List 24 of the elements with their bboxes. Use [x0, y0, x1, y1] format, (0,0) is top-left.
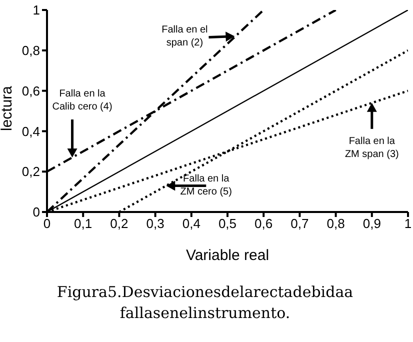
- x-tick-label: 0,5: [218, 216, 237, 232]
- annotation: Falla en la ZM span (3): [344, 136, 399, 160]
- x-tick-label: 0,4: [182, 216, 200, 232]
- annotation: Falla en el span (2): [162, 24, 208, 48]
- text: Figura5.Desviacionesdelarectadebidaa fallasenelinstrumento.: [56, 282, 354, 324]
- y-tick-label: 0,8: [22, 43, 40, 58]
- x-tick-label: 0: [43, 216, 51, 232]
- x-tick-label: 0,7: [290, 216, 309, 232]
- y-tick-label: 0,4: [22, 124, 40, 139]
- x-tick-label: 0,2: [110, 216, 128, 232]
- x-tick-label: 0,9: [362, 216, 381, 232]
- y-tick-label: 0,2: [22, 164, 40, 180]
- x-tick-label: 0,8: [326, 216, 345, 232]
- x-tick-label: 0,1: [74, 216, 92, 232]
- x-axis-title: Variable real: [186, 247, 270, 264]
- y-axis-title: lectura: [0, 85, 16, 131]
- y-tick-label: 0: [32, 204, 40, 220]
- x-tick-label: 0,6: [254, 216, 273, 232]
- x-tick-label: 0,3: [146, 216, 164, 232]
- x-tick-label: 1: [404, 216, 412, 232]
- y-tick-label: 0,6: [22, 83, 40, 98]
- annotation: Falla en la Calib cero (4): [52, 88, 112, 112]
- annotation: Falla en la ZM cero (5): [180, 174, 232, 198]
- y-tick-label: 1: [32, 2, 40, 18]
